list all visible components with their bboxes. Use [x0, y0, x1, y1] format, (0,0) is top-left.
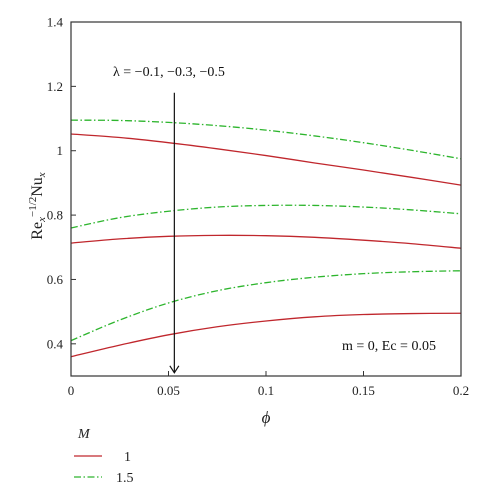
- series-line-m1-lambdaneg03: [70, 234, 462, 249]
- y-label-nu-sub: x: [36, 172, 48, 178]
- y-label-nu: Nu: [29, 177, 46, 197]
- series-line-m15-lambdaneg03: [70, 204, 462, 229]
- y-tick-label: 1: [57, 143, 64, 158]
- annotation-layer: λ = −0.1, −0.3, −0.5 m = 0, Ec = 0.05: [113, 65, 436, 374]
- series-line-m1-lambdaneg05: [70, 312, 462, 358]
- params-annotation: m = 0, Ec = 0.05: [342, 339, 436, 354]
- y-tick-label: 0.8: [47, 208, 63, 223]
- y-tick-label: 1.2: [47, 79, 63, 94]
- series-layer: [70, 119, 462, 358]
- y-label-re-sub: x: [36, 217, 48, 223]
- x-axis-label: ϕ: [262, 408, 271, 427]
- legend: M 1 1.5: [74, 427, 134, 486]
- y-label-sup: −1/2: [27, 197, 39, 217]
- legend-label-m15: 1.5: [116, 471, 134, 486]
- x-tick-label: 0.2: [453, 383, 469, 398]
- y-tick-label: 0.4: [47, 336, 64, 351]
- y-label-re: Re: [29, 222, 46, 240]
- y-axis-label: Rex−1/2Nux: [27, 172, 48, 240]
- x-tick-label: 0.05: [157, 383, 180, 398]
- y-tick-label: 0.6: [47, 272, 64, 287]
- lambda-annotation: λ = −0.1, −0.3, −0.5: [113, 65, 225, 80]
- x-tick-label: 0: [68, 383, 75, 398]
- series-line-m15-lambdaneg01: [70, 119, 462, 160]
- legend-label-m1: 1: [124, 450, 131, 465]
- legend-title: M: [77, 427, 91, 442]
- x-tick-label: 0.15: [352, 383, 375, 398]
- tick-layer: 0 0.05 0.1 0.15 0.2 1.4 1.2 1 0.8 0.6 0.4: [47, 15, 469, 399]
- lambda-arrowhead: [169, 365, 180, 374]
- series-line-m1-lambdaneg01: [70, 133, 462, 186]
- x-tick-label: 0.1: [258, 383, 274, 398]
- y-tick-label: 1.4: [47, 15, 64, 30]
- series-line-m15-lambdaneg05: [70, 270, 462, 342]
